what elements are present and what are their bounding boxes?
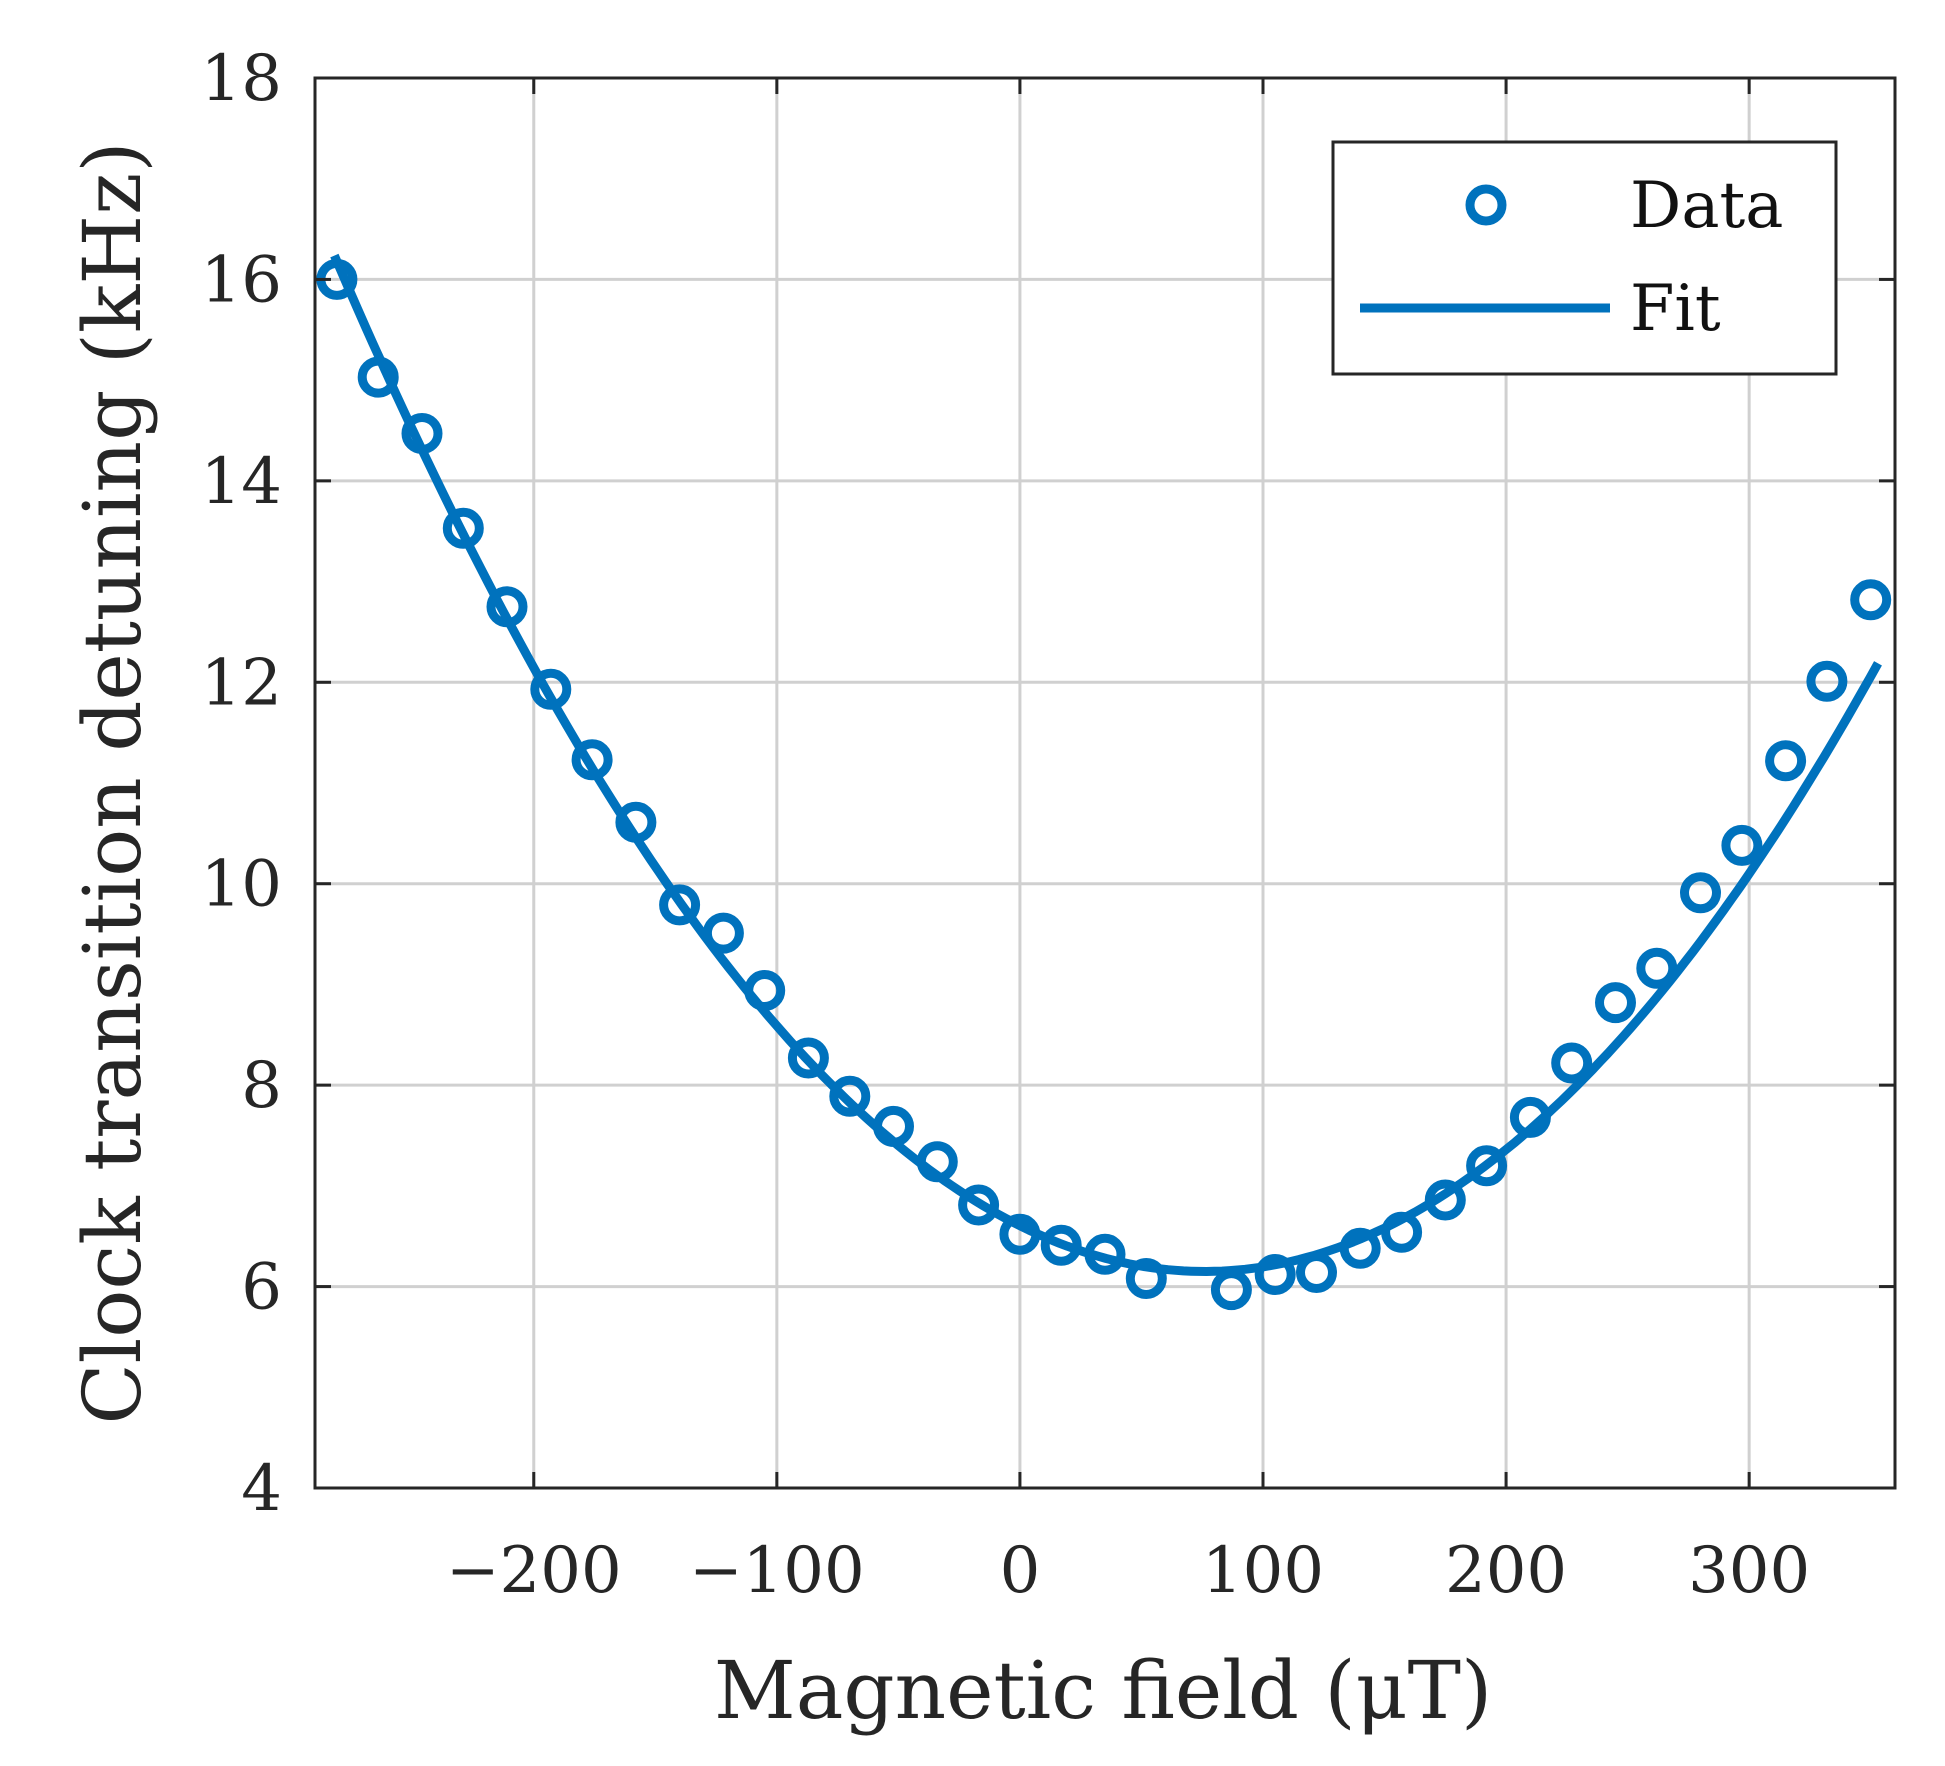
legend-data-marker [1465, 184, 1507, 226]
x-tick-label: 0 [1000, 1534, 1041, 1608]
data-point [1850, 579, 1892, 621]
data-point [1424, 1179, 1466, 1221]
x-tick-label: 100 [1202, 1534, 1324, 1608]
data-point [1210, 1269, 1252, 1311]
x-tick-label: 200 [1445, 1534, 1567, 1608]
data-point [999, 1213, 1041, 1255]
y-tick-label: 10 [201, 848, 282, 922]
tick-labels: −200 −100 0 100 200 300 4 6 8 10 12 14 16 18 [201, 42, 1811, 1608]
legend-data-label: Data [1630, 169, 1783, 243]
data-point [1296, 1252, 1337, 1293]
y-tick-label: 16 [201, 243, 282, 317]
x-tick-label: 300 [1688, 1534, 1810, 1608]
data-point [702, 912, 744, 954]
x-tick-label: −100 [689, 1534, 865, 1608]
x-axis-title: Magnetic field (μT) [714, 1644, 1492, 1737]
data-point [1636, 947, 1678, 989]
data-point [1509, 1096, 1551, 1138]
data-point [530, 668, 572, 710]
fit-layer [330, 253, 1882, 1276]
y-tick-label: 18 [201, 42, 282, 116]
data-point [357, 356, 399, 398]
data-point [401, 413, 443, 454]
data-point [1084, 1233, 1126, 1275]
data-point [1595, 982, 1636, 1024]
y-tick-label: 4 [241, 1452, 282, 1526]
legend-fit-label: Fit [1630, 272, 1721, 346]
data-point [1381, 1211, 1423, 1253]
data-point [744, 970, 786, 1011]
data-point [1551, 1042, 1593, 1084]
grid [315, 78, 1895, 1488]
data-point [659, 884, 701, 926]
data-point [1254, 1254, 1296, 1295]
data-point [1680, 872, 1721, 914]
y-axis-title: Clock transition detuning (kHz) [66, 141, 159, 1424]
data-point [1806, 660, 1848, 702]
axes [313, 76, 1897, 1490]
data-point [787, 1037, 829, 1079]
legend: Data Fit [1331, 140, 1838, 376]
y-tick-label: 8 [241, 1049, 282, 1123]
data-point [1765, 740, 1807, 782]
y-tick-label: 12 [201, 646, 282, 720]
y-tick-label: 14 [201, 445, 282, 519]
data-point [1125, 1258, 1167, 1299]
data-point [916, 1141, 958, 1183]
data-point [958, 1184, 1000, 1226]
fit-line [330, 253, 1882, 1276]
data-point [571, 739, 613, 781]
marker-layer [316, 258, 1892, 1311]
legend-box [1331, 140, 1838, 376]
data-point [1040, 1224, 1082, 1266]
data-point [1466, 1145, 1508, 1187]
x-tick-label: −200 [446, 1534, 622, 1608]
data-point [615, 801, 657, 843]
data-point [1721, 824, 1763, 866]
data-point [829, 1075, 871, 1117]
axes-box [313, 76, 1897, 1490]
data-point [1339, 1227, 1381, 1269]
data-point [486, 586, 528, 628]
data-point [873, 1105, 914, 1147]
data-point [442, 507, 484, 549]
y-tick-label: 6 [241, 1251, 282, 1325]
